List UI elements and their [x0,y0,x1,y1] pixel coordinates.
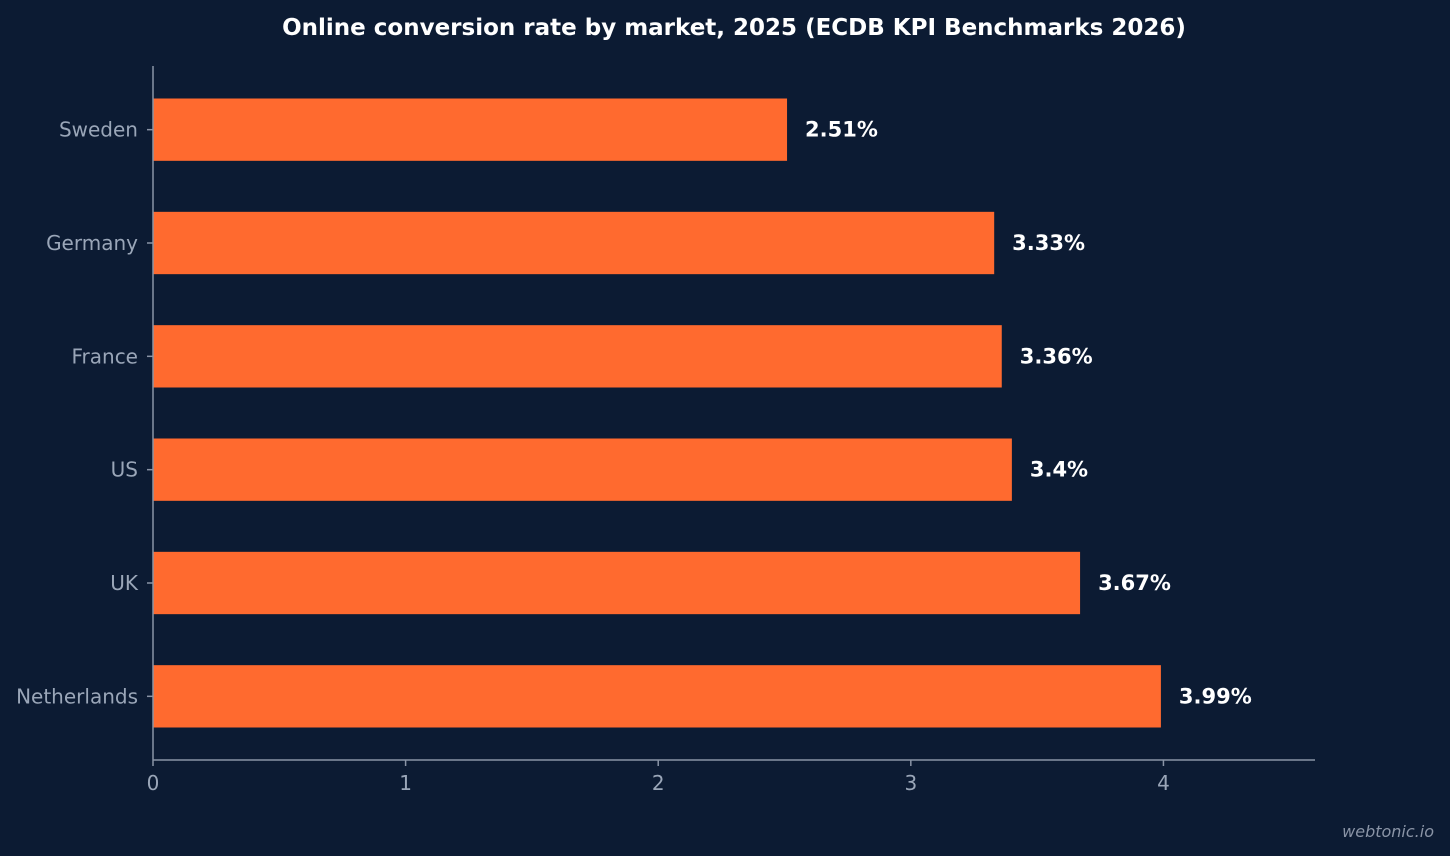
value-label-uk: 3.67% [1098,571,1171,595]
value-label-netherlands: 3.99% [1179,684,1252,708]
x-tick-label-4: 4 [1157,771,1170,795]
watermark: webtonic.io [1342,822,1434,841]
bar-netherlands [153,665,1161,728]
bars [153,98,1161,728]
x-tick-label-1: 1 [399,771,412,795]
bar-uk [153,551,1081,615]
category-label-sweden: Sweden [59,118,138,142]
category-label-netherlands: Netherlands [16,684,138,708]
bar-sweden [153,98,788,161]
value-label-germany: 3.33% [1012,231,1085,255]
x-tick-label-3: 3 [904,771,917,795]
category-label-us: US [111,458,138,482]
x-tick-label-2: 2 [652,771,665,795]
bar-us [153,438,1012,501]
category-label-uk: UK [110,571,139,595]
value-label-france: 3.36% [1020,344,1093,368]
category-label-germany: Germany [46,231,138,255]
x-tick-label-0: 0 [147,771,160,795]
chart-title: Online conversion rate by market, 2025 (… [282,15,1186,41]
value-label-us: 3.4% [1030,458,1088,482]
value-labels: 2.51% 3.33% 3.36% 3.4% 3.67% 3.99% [805,118,1252,709]
bar-germany [153,211,995,275]
category-label-france: France [71,344,138,368]
category-labels: Sweden Germany France US UK Netherlands [16,118,153,708]
x-axis-ticks: 0 1 2 3 4 [147,760,1170,795]
bar-france [153,325,1002,388]
value-label-sweden: 2.51% [805,118,878,142]
